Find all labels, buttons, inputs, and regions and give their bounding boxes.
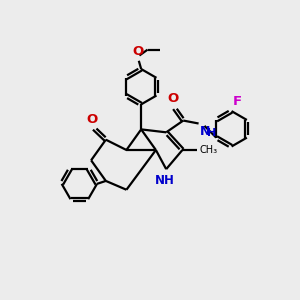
Text: O: O bbox=[86, 112, 98, 126]
Text: CH₃: CH₃ bbox=[199, 145, 217, 155]
Text: NH: NH bbox=[155, 174, 175, 188]
Text: O: O bbox=[167, 92, 178, 105]
Text: O: O bbox=[132, 45, 143, 58]
Text: N: N bbox=[200, 125, 210, 138]
Text: F: F bbox=[233, 95, 242, 108]
Text: H: H bbox=[207, 128, 216, 138]
